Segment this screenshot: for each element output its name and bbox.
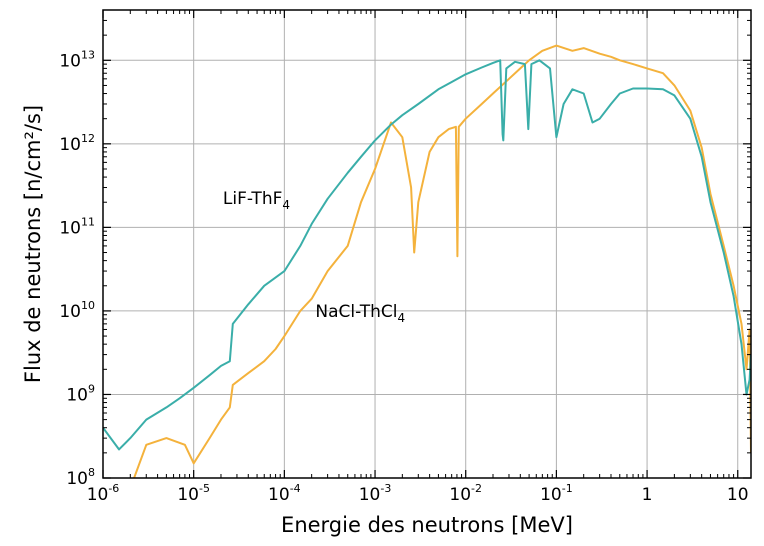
y-tick-label: 1011 [59,215,95,238]
y-tick-label: 1012 [59,132,95,155]
series-line-lif-thf4 [103,60,751,449]
x-axis-label: Energie des neutrons [MeV] [281,513,573,537]
y-tick-label: 1010 [59,299,95,322]
x-tick-label: 10-2 [449,482,482,505]
x-tick-label: 10-1 [540,482,573,505]
x-tick-label: 1 [642,485,653,505]
x-tick-label: 10-6 [87,482,120,505]
y-tick-label: 1013 [59,48,95,71]
series-label-lif-thf4: LiF-ThF4 [223,189,290,212]
x-tick-label: 10 [727,485,749,505]
x-tick-label: 10-4 [268,482,301,505]
series-layer [103,46,751,478]
plot-frame [103,10,751,478]
x-tick-label: 10-5 [177,482,210,505]
grid-layer [103,10,751,478]
series-line-nacl-thcl4 [134,46,751,478]
x-tick-label: 10-3 [359,482,392,505]
series-label-nacl-thcl4: NaCl-ThCl4 [315,302,405,325]
y-tick-label: 109 [66,382,95,405]
y-axis-label: Flux de neutrons [n/cm²/s] [21,105,45,383]
